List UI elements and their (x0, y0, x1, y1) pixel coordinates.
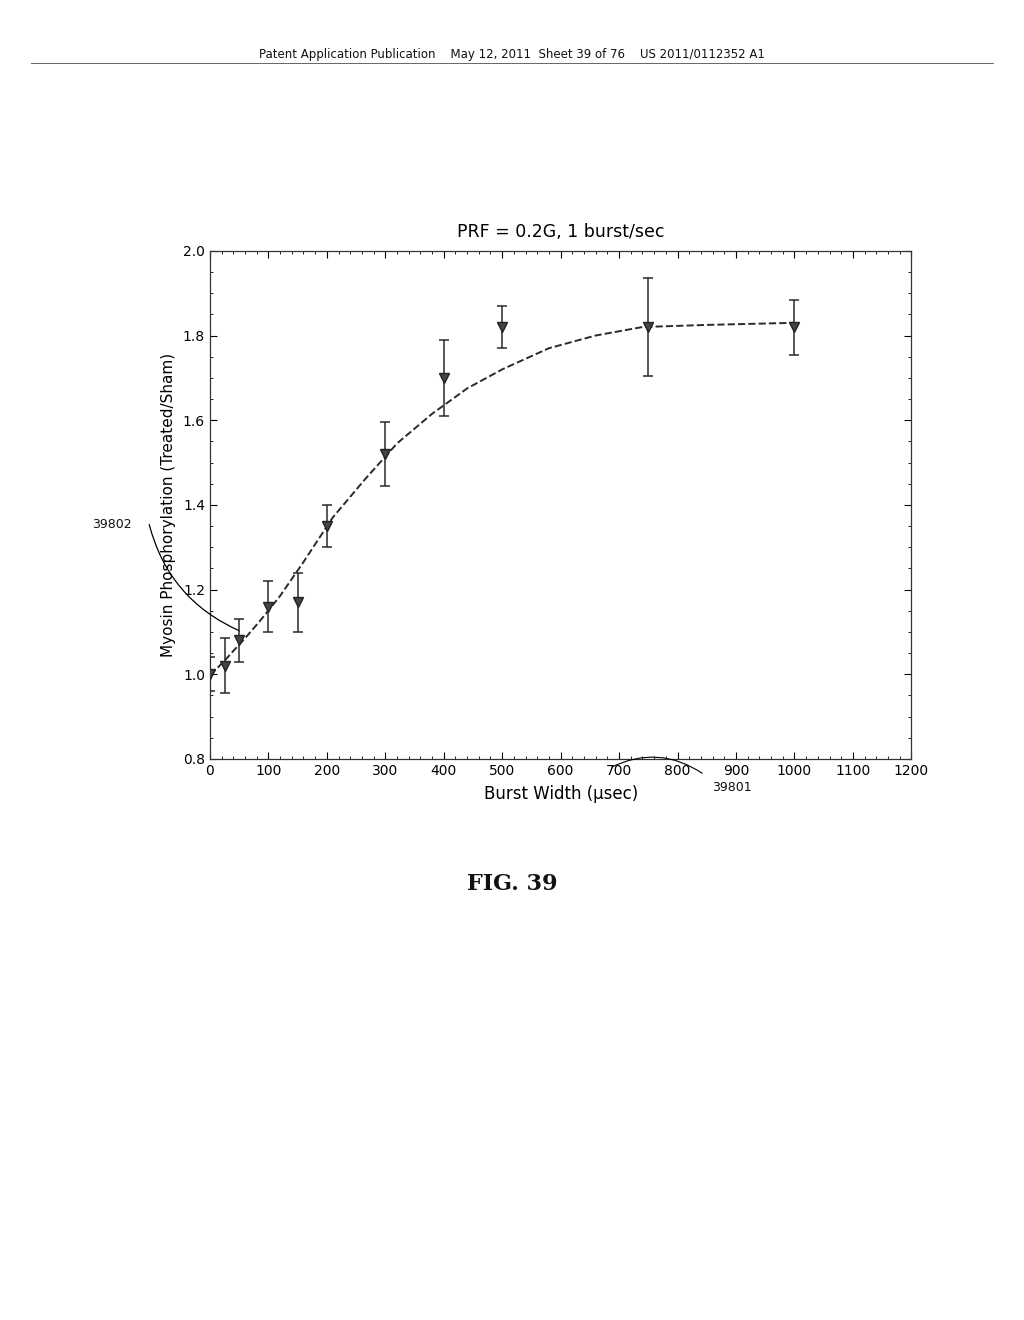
Text: Patent Application Publication    May 12, 2011  Sheet 39 of 76    US 2011/011235: Patent Application Publication May 12, 2… (259, 48, 765, 61)
Text: 39801: 39801 (712, 781, 752, 795)
X-axis label: Burst Width (μsec): Burst Width (μsec) (483, 785, 638, 803)
Y-axis label: Myosin Phosphorylation (Treated/Sham): Myosin Phosphorylation (Treated/Sham) (161, 352, 176, 657)
Title: PRF = 0.2G, 1 burst/sec: PRF = 0.2G, 1 burst/sec (457, 223, 665, 242)
Text: 39802: 39802 (92, 517, 132, 531)
Text: FIG. 39: FIG. 39 (467, 874, 557, 895)
